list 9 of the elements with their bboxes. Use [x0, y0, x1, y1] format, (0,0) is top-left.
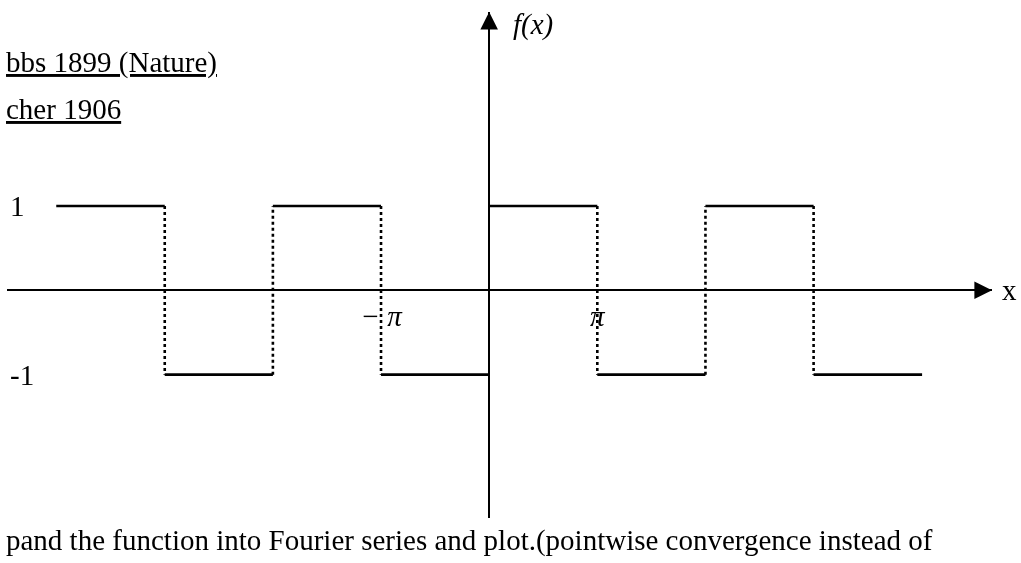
x-tick-label: − π	[360, 299, 404, 332]
annotation: bbs 1899 (Nature)	[6, 46, 218, 79]
y-tick-label: -1	[10, 358, 35, 391]
text: pand the function into Fourier series and plot.(pointwise convergence instead of	[6, 524, 933, 557]
y-tick-label: 1	[10, 190, 25, 223]
x-tick-label: π	[590, 299, 607, 332]
x-axis-title: x	[1002, 274, 1017, 306]
y-axis-title: f(x)	[513, 8, 554, 41]
annotation: cher 1906	[6, 93, 122, 125]
